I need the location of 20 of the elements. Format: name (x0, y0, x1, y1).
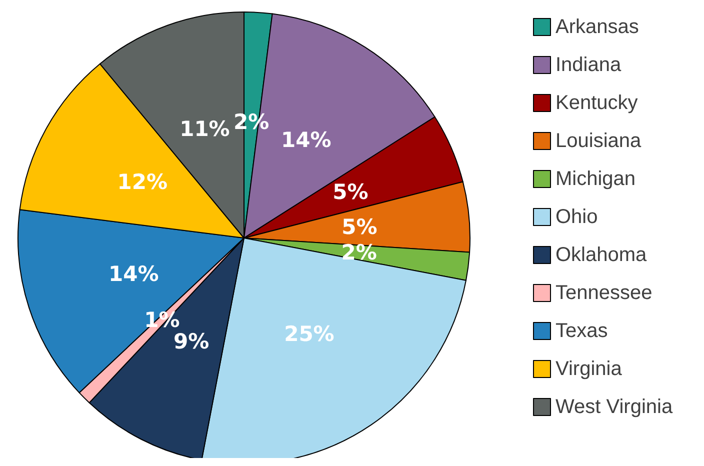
legend-label: Indiana (556, 54, 622, 76)
data-label: 25% (284, 322, 334, 346)
data-label: 11% (180, 116, 230, 141)
data-label: 14% (281, 128, 332, 152)
legend-label: Michigan (556, 168, 636, 190)
legend-label: Arkansas (556, 16, 639, 38)
data-label: 2% (341, 240, 377, 265)
legend-label: Oklahoma (556, 244, 648, 266)
data-label: 5% (342, 215, 378, 240)
legend-label: Ohio (556, 206, 598, 228)
data-label: 12% (117, 170, 168, 194)
legend-label: Texas (556, 320, 608, 342)
legend-label: Kentucky (556, 92, 638, 114)
legend-label: Louisiana (556, 130, 642, 152)
data-label: 5% (332, 180, 368, 204)
data-label: 9% (174, 329, 210, 354)
legend-label: Virginia (556, 358, 623, 380)
data-label: 14% (108, 262, 159, 286)
legend-label: West Virginia (556, 396, 674, 418)
legend-label: Tennessee (556, 282, 652, 304)
